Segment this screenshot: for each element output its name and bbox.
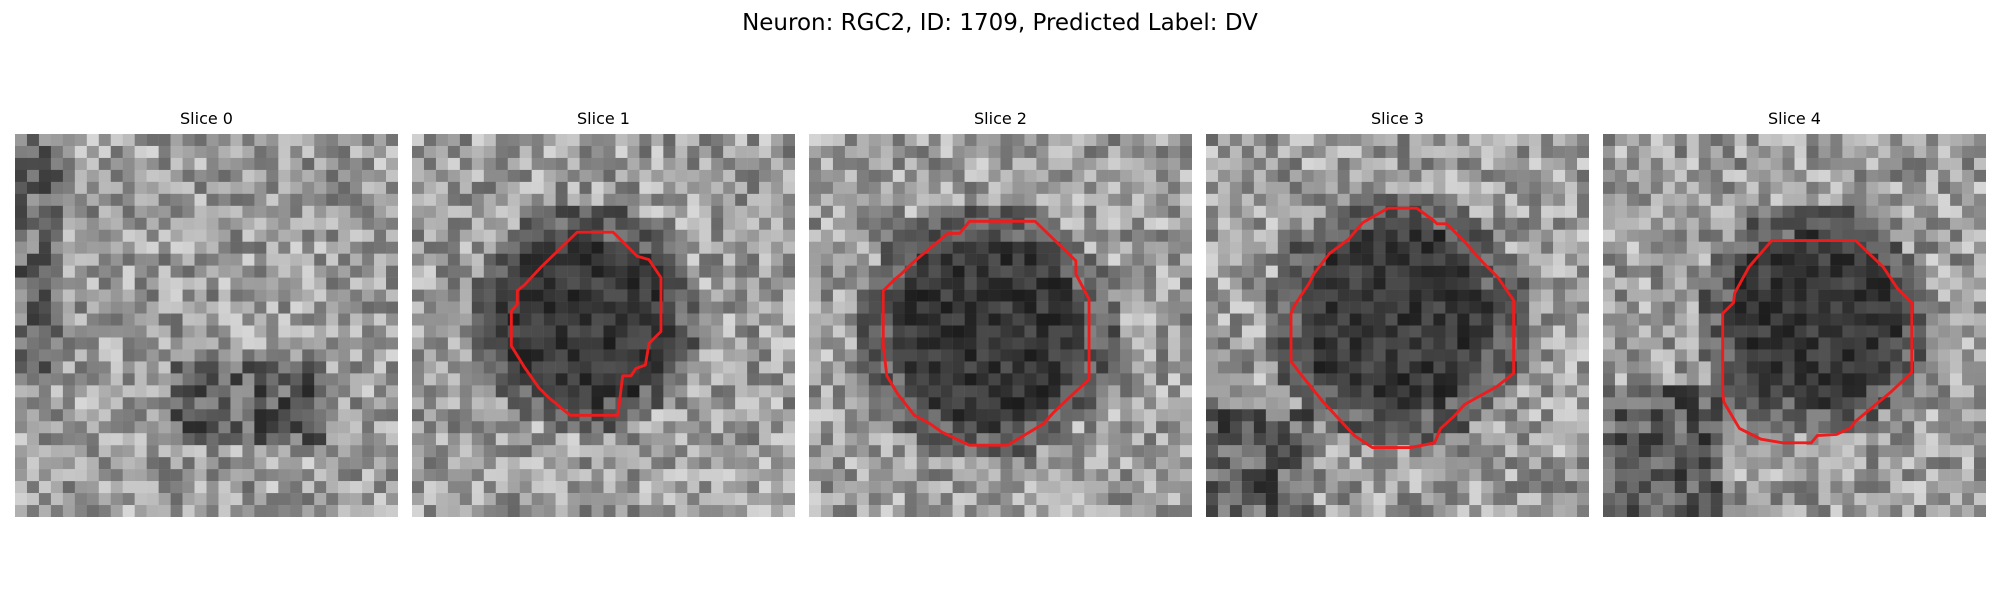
cell-contour bbox=[509, 230, 663, 417]
slice-0-microscopy-image bbox=[15, 134, 398, 517]
slice-title: Slice 1 bbox=[577, 109, 630, 128]
slice-title: Slice 0 bbox=[180, 109, 233, 128]
slice-image bbox=[15, 134, 398, 517]
slice-title: Slice 4 bbox=[1768, 109, 1821, 128]
cell-contour bbox=[1721, 239, 1914, 445]
slice-3-microscopy-image bbox=[1206, 134, 1589, 517]
slice-image bbox=[1206, 134, 1589, 517]
slice-image bbox=[412, 134, 795, 517]
slice-1-microscopy-image bbox=[412, 134, 795, 517]
pixel-grid bbox=[809, 134, 1192, 517]
slice-title: Slice 3 bbox=[1371, 109, 1424, 128]
pixel-grid bbox=[15, 134, 398, 517]
pixel-grid bbox=[412, 134, 795, 517]
slice-2-microscopy-image bbox=[809, 134, 1192, 517]
slice-image bbox=[1603, 134, 1986, 517]
cell-contour bbox=[881, 219, 1091, 447]
pixel-grid bbox=[1603, 134, 1986, 517]
cell-contour bbox=[1289, 206, 1516, 450]
pixel-grid bbox=[1206, 134, 1589, 517]
slice-title: Slice 2 bbox=[974, 109, 1027, 128]
slice-4-microscopy-image bbox=[1603, 134, 1986, 517]
slice-image bbox=[809, 134, 1192, 517]
figure-title: Neuron: RGC2, ID: 1709, Predicted Label:… bbox=[742, 10, 1258, 36]
